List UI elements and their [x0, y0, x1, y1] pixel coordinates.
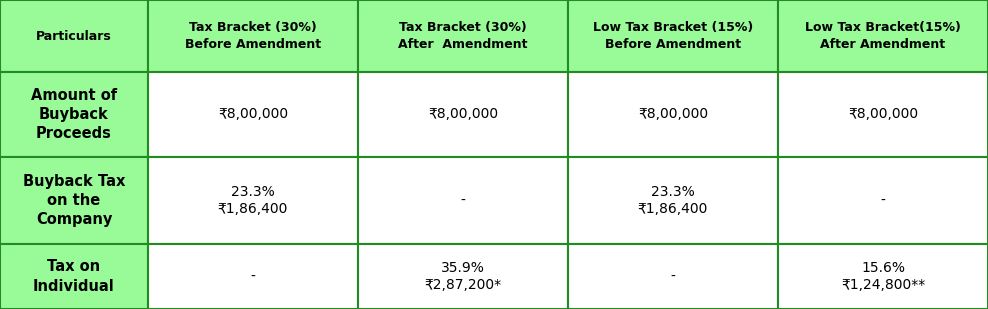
Text: -: - [460, 193, 465, 208]
Bar [0, 72, 148, 157]
Bar [0, 0, 148, 72]
Bar [778, 244, 988, 309]
Bar [778, 72, 988, 157]
Bar [778, 0, 988, 72]
Text: Low Tax Bracket(15%)
After Amendment: Low Tax Bracket(15%) After Amendment [805, 21, 961, 51]
Text: 35.9%
₹2,87,200*: 35.9% ₹2,87,200* [425, 260, 502, 292]
Bar [148, 72, 358, 157]
Bar [778, 157, 988, 244]
Text: Particulars: Particulars [37, 29, 112, 43]
Text: Low Tax Bracket (15%)
Before Amendment: Low Tax Bracket (15%) Before Amendment [593, 21, 753, 51]
Bar [358, 244, 568, 309]
Bar [568, 244, 778, 309]
Text: Amount of
Buyback
Proceeds: Amount of Buyback Proceeds [31, 88, 117, 141]
Text: 23.3%
₹1,86,400: 23.3% ₹1,86,400 [638, 184, 708, 216]
Text: ₹8,00,000: ₹8,00,000 [218, 108, 288, 121]
Text: Tax Bracket (30%)
Before Amendment: Tax Bracket (30%) Before Amendment [185, 21, 321, 51]
Text: 15.6%
₹1,24,800**: 15.6% ₹1,24,800** [841, 260, 925, 292]
Bar [358, 157, 568, 244]
Text: 23.3%
₹1,86,400: 23.3% ₹1,86,400 [217, 184, 288, 216]
Bar [568, 157, 778, 244]
Text: -: - [671, 269, 676, 283]
Text: -: - [880, 193, 885, 208]
Text: -: - [251, 269, 256, 283]
Bar [568, 72, 778, 157]
Bar [358, 0, 568, 72]
Text: Tax on
Individual: Tax on Individual [34, 259, 115, 294]
Text: Tax Bracket (30%)
After  Amendment: Tax Bracket (30%) After Amendment [398, 21, 528, 51]
Bar [148, 244, 358, 309]
Text: ₹8,00,000: ₹8,00,000 [638, 108, 708, 121]
Text: ₹8,00,000: ₹8,00,000 [428, 108, 498, 121]
Bar [148, 0, 358, 72]
Bar [358, 72, 568, 157]
Text: Buyback Tax
on the
Company: Buyback Tax on the Company [23, 174, 125, 227]
Bar [148, 157, 358, 244]
Bar [0, 244, 148, 309]
Text: ₹8,00,000: ₹8,00,000 [848, 108, 918, 121]
Bar [568, 0, 778, 72]
Bar [0, 157, 148, 244]
